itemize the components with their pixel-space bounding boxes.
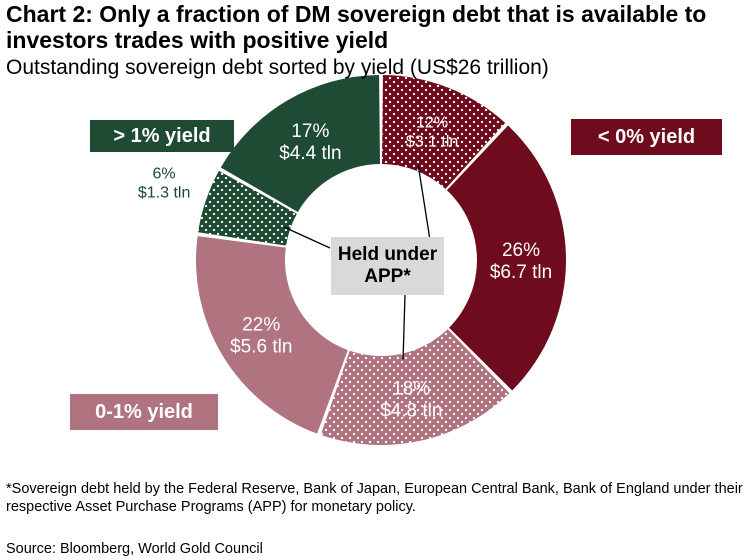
slice-dots-0	[382, 75, 506, 189]
slice-pct-label-3: 22%	[242, 314, 280, 335]
category-label-negative-yield: < 0% yield	[571, 119, 722, 155]
slice-3	[196, 236, 348, 434]
slice-1	[446, 125, 567, 391]
slice-pct-label-2: 18%	[392, 379, 430, 400]
held-under-app-line2: APP*	[364, 266, 411, 287]
slice-dots-2	[320, 329, 510, 446]
slice-value-label-1: $6.7 tln	[490, 262, 552, 283]
leader-line-1	[402, 294, 406, 360]
held-under-app-label: Held under APP*	[331, 237, 444, 295]
slice-pct-label-5: 17%	[291, 121, 329, 142]
slice-dots-4	[198, 170, 297, 246]
slice-value-label-3: $5.6 tln	[230, 336, 292, 357]
leader-line-0	[417, 164, 431, 241]
slice-value-label-5: $4.4 tln	[279, 143, 341, 164]
slice-5	[220, 75, 380, 212]
slice-pct-label-0: 12%	[416, 115, 448, 132]
slice-value-label-2: $4.8 tln	[380, 401, 442, 422]
slice-pct-label-4: 6%	[153, 166, 176, 183]
chart-subtitle: Outstanding sovereign debt sorted by yie…	[6, 56, 549, 79]
slice-value-label-0: $3.1 tln	[406, 134, 458, 151]
chart-title: Chart 2: Only a fraction of DM sovereign…	[6, 1, 707, 53]
slice-pct-label-1: 26%	[502, 240, 540, 261]
held-under-app-line1: Held under	[337, 244, 438, 265]
category-label-0-1pct: 0-1% yield	[70, 394, 218, 430]
category-label-above-1pct: > 1% yield	[90, 120, 234, 152]
source-note: Source: Bloomberg, World Gold Council	[6, 541, 263, 557]
leader-line-2	[284, 226, 331, 249]
footnote: *Sovereign debt held by the Federal Rese…	[6, 481, 743, 515]
slice-value-label-4: $1.3 tln	[138, 185, 190, 202]
